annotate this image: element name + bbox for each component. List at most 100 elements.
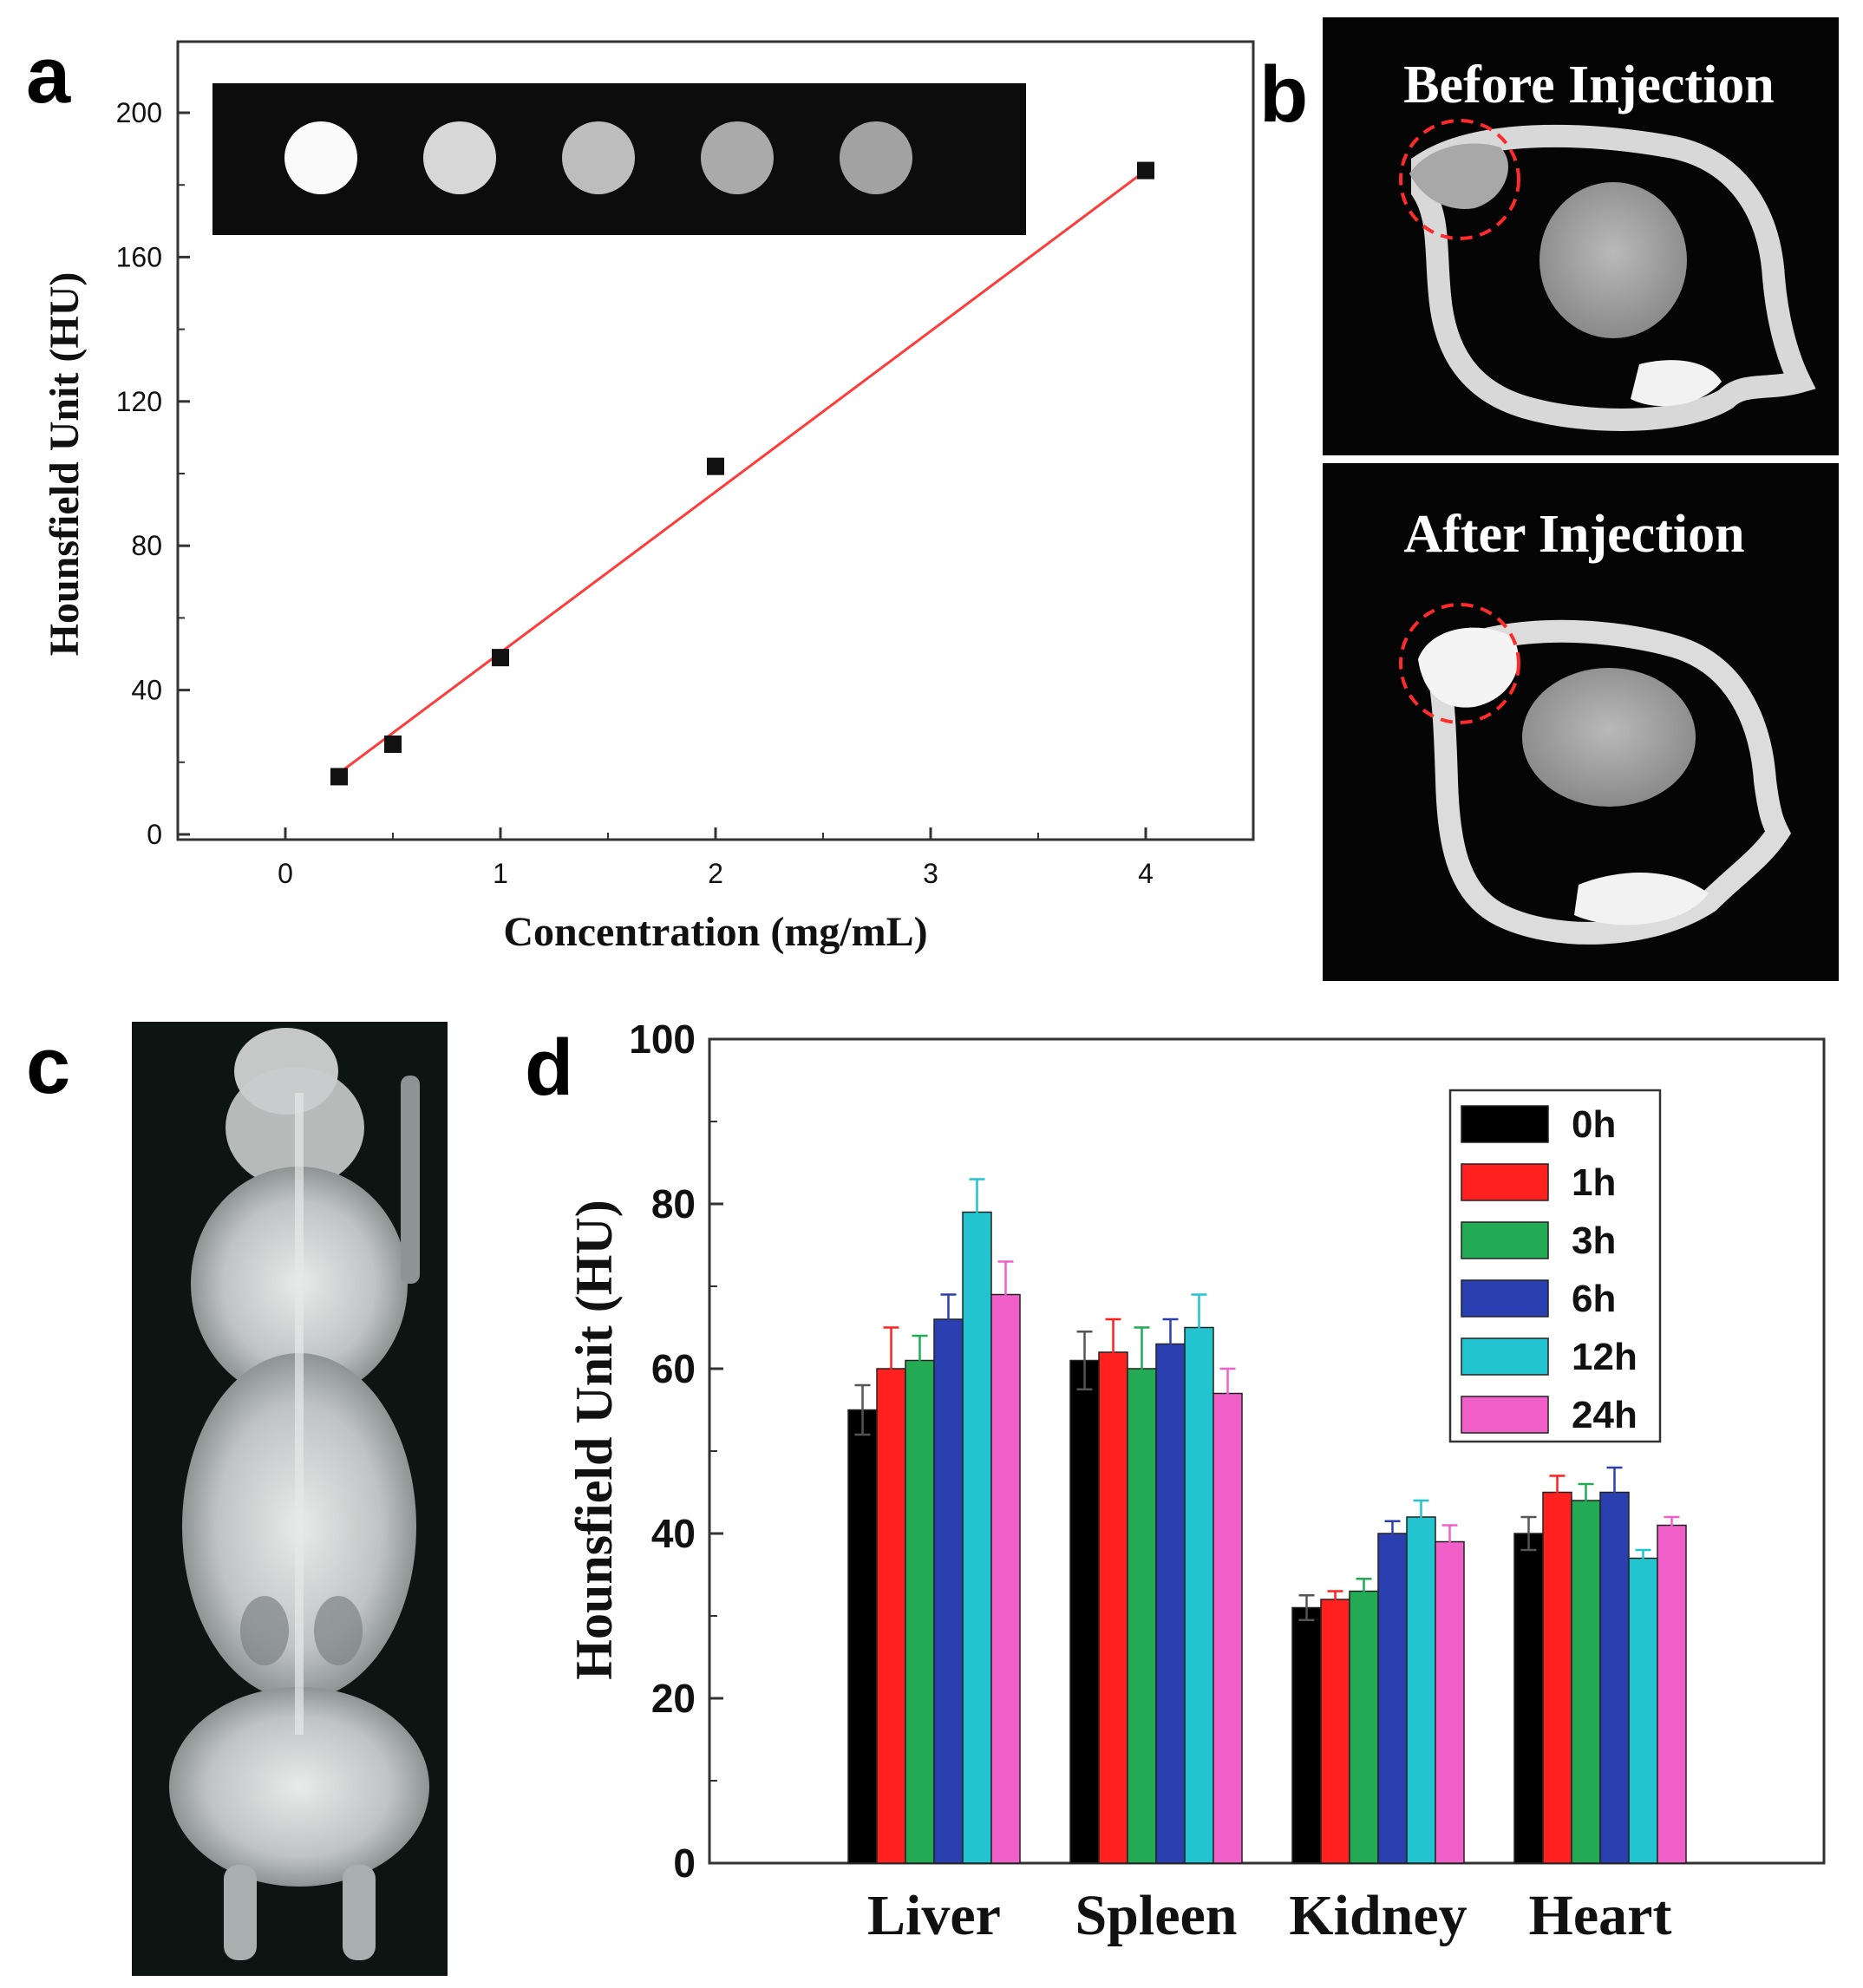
- legend-swatch-24h: [1461, 1396, 1549, 1434]
- bar-group-spleen: [1069, 1293, 1243, 1864]
- legend-swatch-12h: [1461, 1337, 1549, 1376]
- bar-12h: [1628, 1557, 1658, 1864]
- y-tick-label-a: 80: [131, 530, 162, 561]
- ribcage-after: [1422, 619, 1792, 945]
- y-tick-label-a: 120: [116, 386, 162, 417]
- tumor-circle-before: [1399, 119, 1520, 240]
- bar-0h: [1291, 1606, 1322, 1864]
- panel-letter-c: c: [26, 1022, 70, 1110]
- bar-groups: [847, 1178, 1687, 1864]
- y-tick-label-a: 0: [147, 819, 162, 850]
- ct-phantom-spots: [284, 121, 912, 194]
- bar-group-kidney: [1291, 1499, 1465, 1864]
- mouse-left-leg: [224, 1865, 257, 1960]
- x-tick-label-a: 3: [923, 858, 938, 889]
- data-point: [1137, 161, 1154, 180]
- y-tick-label-a: 160: [116, 241, 162, 272]
- ct-phantom-spot: [423, 121, 496, 194]
- category-label: Spleen: [1075, 1884, 1237, 1947]
- bar-12h: [962, 1211, 992, 1864]
- mouse-hips: [169, 1687, 429, 1887]
- y-axis-label-a: Hounsfield Unit (HU): [42, 272, 88, 657]
- bar-3h: [1127, 1368, 1157, 1864]
- bone-after: [1574, 873, 1709, 925]
- panel-b: b Before Injection After Injection: [1259, 17, 1839, 981]
- x-axis-label-a: Concentration (mg/mL): [503, 909, 927, 955]
- bar-3h: [905, 1359, 935, 1864]
- bar-6h: [1155, 1343, 1186, 1864]
- category-label: Kidney: [1289, 1884, 1467, 1947]
- bone-before: [1631, 360, 1722, 407]
- legend-swatch-3h: [1461, 1221, 1549, 1259]
- legend-label: 24h: [1572, 1394, 1637, 1436]
- x-tick-label-a: 0: [278, 858, 293, 889]
- y-tick-label-d: 0: [673, 1841, 696, 1886]
- y-tick-label-a: 40: [131, 675, 162, 706]
- bar-6h: [1377, 1533, 1408, 1864]
- y-axis-ticks-a: 0 40 80 120 160 200: [116, 97, 190, 850]
- right-kidney: [314, 1596, 363, 1665]
- data-point: [707, 457, 724, 475]
- panel-letter-a: a: [26, 31, 71, 120]
- bar-24h: [990, 1293, 1021, 1864]
- y-tick-label-d: 60: [651, 1346, 696, 1391]
- panel-a: a 0 40 80 120 160 200 0 1 2 3 4 Concentration (mg…: [26, 31, 1255, 955]
- y-tick-label-d: 100: [629, 1017, 696, 1062]
- legend-swatch-1h: [1461, 1163, 1549, 1201]
- panel-letter-d: d: [525, 1023, 573, 1112]
- legend-label: 12h: [1572, 1336, 1637, 1378]
- category-label: Heart: [1529, 1884, 1672, 1947]
- after-injection-label: After Injection: [1403, 505, 1744, 564]
- before-injection-label: Before Injection: [1403, 56, 1775, 114]
- left-kidney: [240, 1596, 289, 1665]
- category-labels: Liver Spleen Kidney Heart: [867, 1884, 1671, 1947]
- ct-phantom-spot: [701, 121, 774, 194]
- legend-swatch-0h: [1461, 1105, 1549, 1143]
- ct-phantom-spot: [284, 121, 357, 194]
- bar-1h: [1320, 1599, 1350, 1864]
- legend: 0h 1h 3h 6h 12h 24h: [1448, 1089, 1662, 1443]
- bar-0h: [1513, 1533, 1544, 1864]
- heart-before: [1539, 182, 1687, 338]
- data-points-a: [330, 161, 1154, 786]
- legend-label: 1h: [1572, 1161, 1616, 1204]
- y-tick-label-d: 80: [651, 1181, 696, 1226]
- bar-24h: [1213, 1392, 1243, 1864]
- bar-12h: [1184, 1326, 1214, 1864]
- heart-after: [1522, 668, 1696, 807]
- xray-mouse-body: [169, 1028, 429, 1960]
- x-tick-label-a: 2: [708, 858, 723, 889]
- ct-image-before: Before Injection: [1323, 17, 1839, 455]
- y-tick-label-d: 20: [651, 1676, 696, 1721]
- mouse-right-leg: [343, 1865, 376, 1960]
- y-tick-label-d: 40: [651, 1511, 696, 1556]
- y-axis-label-d: Hounsfield Unit (HU): [565, 1200, 623, 1679]
- x-tick-label-a: 1: [493, 858, 508, 889]
- bar-24h: [1435, 1540, 1465, 1864]
- legend-frame: [1448, 1089, 1662, 1443]
- tumor-region-after: [1418, 627, 1519, 708]
- legend-swatch-6h: [1461, 1279, 1549, 1318]
- x-axis-ticks-a: 0 1 2 3 4: [278, 827, 1154, 889]
- data-point: [384, 736, 402, 753]
- bar-group-liver: [847, 1178, 1021, 1864]
- bar-6h: [1599, 1491, 1630, 1864]
- category-label: Liver: [867, 1884, 1001, 1947]
- data-point: [330, 768, 348, 786]
- bar-1h: [1542, 1491, 1572, 1864]
- bar-24h: [1657, 1524, 1687, 1864]
- legend-label: 6h: [1572, 1278, 1616, 1320]
- linear-fit-line: [338, 169, 1147, 775]
- ct-phantom-spot: [840, 121, 912, 194]
- bar-3h: [1349, 1590, 1379, 1864]
- ct-phantom-spot: [562, 121, 635, 194]
- legend-label: 0h: [1572, 1103, 1616, 1146]
- y-tick-label-a: 200: [116, 97, 162, 128]
- bar-1h: [1098, 1351, 1128, 1864]
- bar-12h: [1406, 1516, 1436, 1864]
- bar-group-heart: [1513, 1466, 1687, 1864]
- bar-6h: [933, 1318, 964, 1864]
- x-tick-label-a: 4: [1138, 858, 1154, 889]
- data-point: [492, 649, 509, 667]
